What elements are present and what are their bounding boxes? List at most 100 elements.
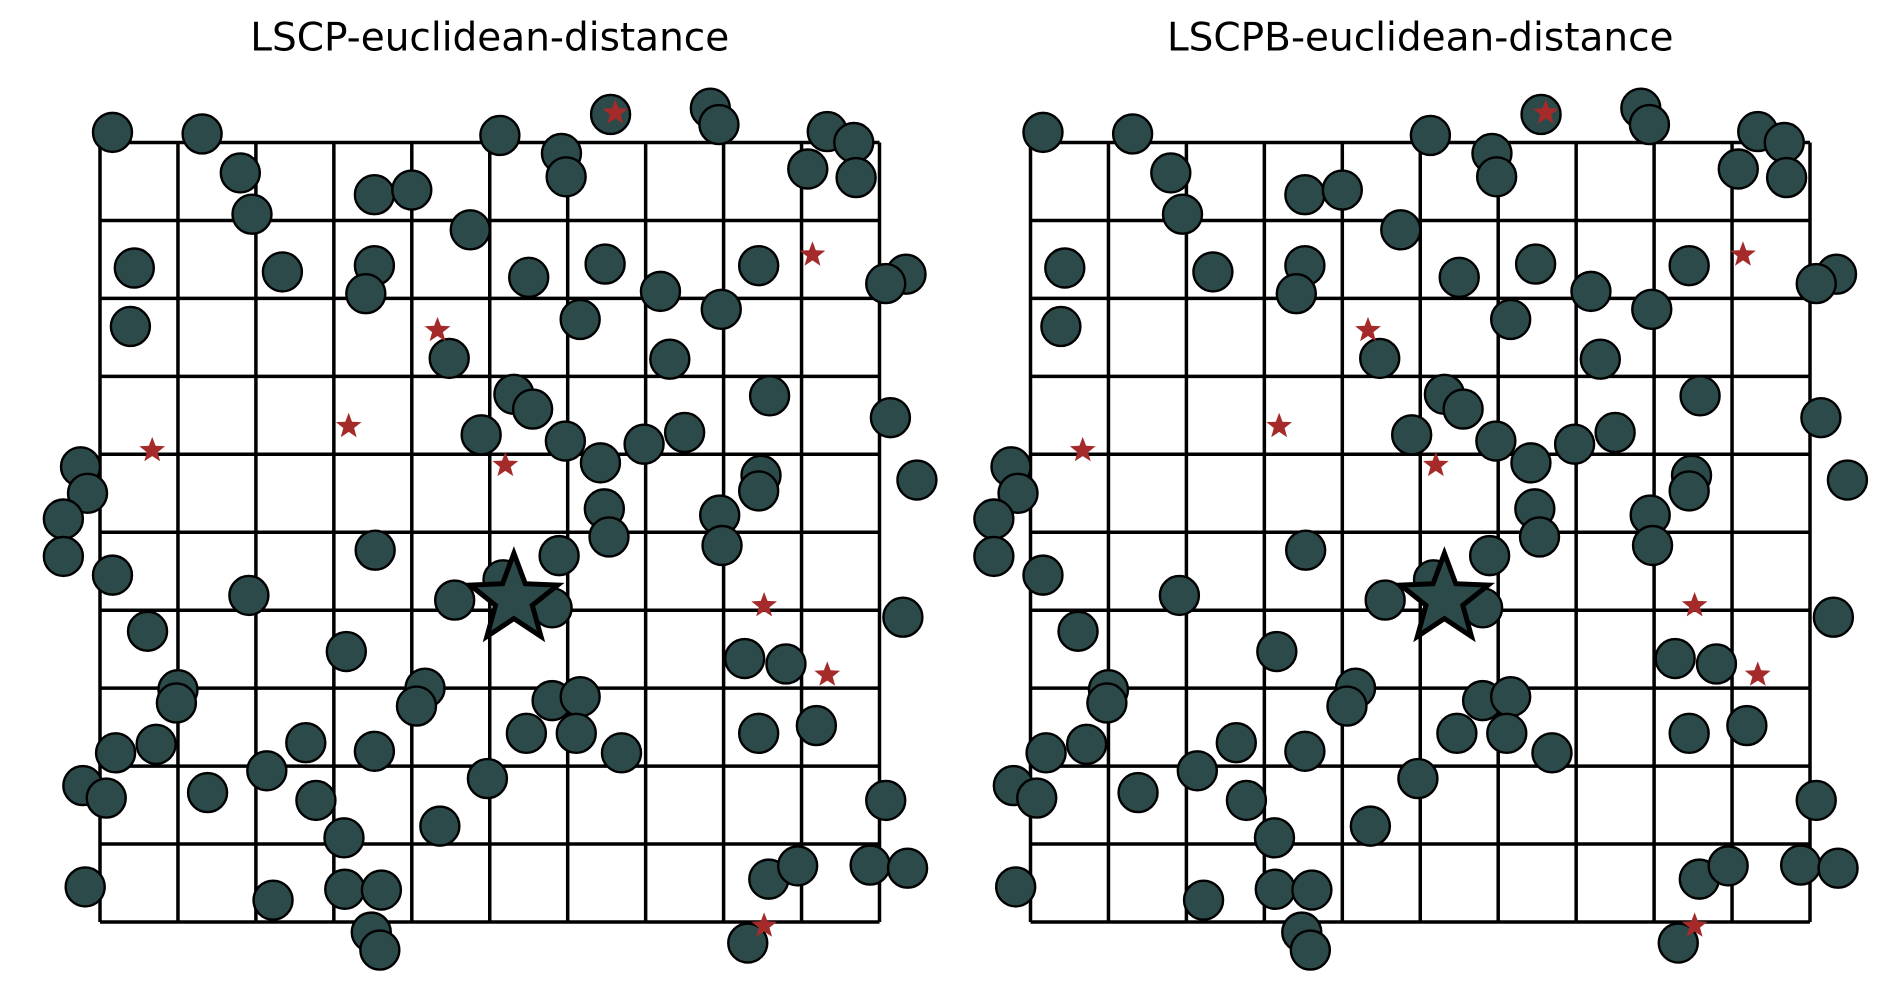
star-point bbox=[1730, 241, 1756, 266]
point bbox=[1795, 779, 1837, 822]
point bbox=[1436, 712, 1478, 755]
point bbox=[449, 209, 491, 251]
point bbox=[181, 113, 223, 155]
point bbox=[896, 459, 938, 501]
point bbox=[588, 516, 630, 558]
point bbox=[113, 247, 155, 289]
point bbox=[765, 643, 807, 685]
point bbox=[395, 685, 438, 727]
point bbox=[886, 847, 929, 889]
point bbox=[428, 337, 470, 380]
chart-title: LSCPB-euclidean-distance bbox=[1167, 16, 1674, 61]
point bbox=[1117, 771, 1159, 814]
point bbox=[1044, 247, 1086, 289]
point bbox=[1695, 643, 1738, 685]
point bbox=[345, 273, 387, 315]
point bbox=[1289, 929, 1332, 971]
point bbox=[865, 262, 907, 305]
point bbox=[505, 712, 548, 755]
point bbox=[419, 805, 461, 847]
point bbox=[295, 779, 337, 822]
point bbox=[776, 845, 819, 887]
point bbox=[231, 193, 273, 235]
star-point bbox=[751, 912, 777, 937]
point bbox=[1531, 732, 1573, 774]
point bbox=[1779, 844, 1822, 886]
point bbox=[323, 817, 365, 859]
point bbox=[649, 338, 691, 380]
star-point bbox=[424, 316, 451, 342]
point bbox=[833, 121, 875, 164]
point bbox=[359, 929, 401, 971]
point bbox=[1668, 712, 1710, 755]
point bbox=[1057, 610, 1099, 652]
point bbox=[1726, 704, 1768, 747]
point bbox=[663, 411, 706, 454]
point bbox=[1326, 685, 1368, 727]
star-point bbox=[1069, 436, 1096, 462]
point bbox=[155, 682, 198, 724]
point bbox=[795, 704, 838, 747]
point bbox=[723, 637, 766, 680]
point bbox=[1475, 156, 1518, 198]
point bbox=[1225, 779, 1268, 822]
point bbox=[737, 712, 780, 755]
point bbox=[1409, 114, 1452, 157]
point bbox=[1022, 111, 1064, 154]
point bbox=[1486, 712, 1528, 755]
point bbox=[1795, 262, 1837, 305]
point bbox=[285, 722, 327, 764]
point bbox=[1826, 459, 1869, 501]
point bbox=[353, 174, 396, 216]
star-point bbox=[1744, 661, 1771, 686]
point bbox=[973, 498, 1015, 540]
point bbox=[1176, 750, 1219, 792]
star-point bbox=[1423, 451, 1449, 477]
point bbox=[325, 630, 368, 673]
point bbox=[997, 472, 1039, 514]
point bbox=[973, 535, 1015, 578]
point bbox=[246, 750, 288, 792]
star-point bbox=[602, 99, 629, 124]
point bbox=[700, 288, 742, 331]
point bbox=[1321, 169, 1364, 211]
point bbox=[64, 866, 106, 908]
point bbox=[1442, 388, 1484, 430]
point bbox=[1817, 847, 1859, 889]
star-point bbox=[139, 436, 166, 462]
point bbox=[1514, 243, 1557, 285]
point bbox=[1161, 193, 1204, 235]
point bbox=[1570, 270, 1612, 313]
point bbox=[1022, 554, 1064, 596]
point bbox=[544, 420, 587, 462]
point bbox=[1215, 722, 1257, 764]
point bbox=[91, 111, 134, 154]
star-point bbox=[799, 241, 826, 266]
point bbox=[882, 596, 924, 638]
point bbox=[1489, 298, 1532, 341]
big-star bbox=[463, 546, 565, 643]
star-point bbox=[1266, 412, 1292, 438]
point bbox=[433, 579, 476, 621]
point bbox=[701, 524, 743, 567]
star-point bbox=[1681, 592, 1708, 617]
point bbox=[1763, 121, 1805, 164]
point bbox=[94, 732, 137, 774]
point bbox=[1579, 338, 1622, 380]
point bbox=[538, 534, 580, 577]
point bbox=[994, 866, 1037, 908]
point bbox=[186, 771, 229, 814]
point bbox=[748, 375, 791, 417]
point bbox=[324, 868, 366, 910]
point bbox=[42, 535, 85, 578]
point bbox=[600, 732, 643, 774]
point bbox=[1489, 676, 1532, 718]
point bbox=[466, 757, 509, 800]
point bbox=[1040, 305, 1082, 348]
point bbox=[1111, 113, 1154, 155]
point bbox=[1707, 845, 1749, 887]
point bbox=[219, 152, 262, 194]
point bbox=[135, 723, 177, 765]
point bbox=[1284, 174, 1326, 216]
